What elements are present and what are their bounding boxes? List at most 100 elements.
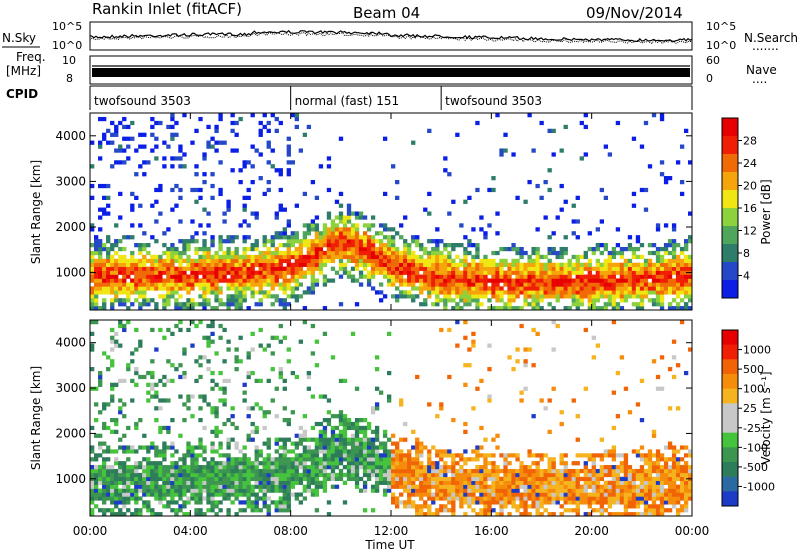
- heatmap-cell: [178, 156, 183, 161]
- heatmap-cell: [278, 488, 283, 493]
- heatmap-cell: [603, 258, 609, 264]
- heatmap-cell: [659, 355, 665, 360]
- heatmap-cell: [106, 480, 111, 485]
- heatmap-cell: [487, 461, 492, 466]
- heatmap-cell: [182, 504, 187, 509]
- heatmap-cell: [342, 449, 348, 454]
- heatmap-cell: [202, 282, 207, 287]
- heatmap-cell: [118, 468, 123, 474]
- heatmap-cell: [447, 270, 452, 275]
- heatmap-cell: [310, 351, 316, 356]
- heatmap-cell: [194, 270, 199, 275]
- heatmap-cell: [182, 164, 187, 169]
- heatmap-cell: [266, 472, 271, 478]
- heatmap-cell: [503, 290, 508, 295]
- heatmap-cell: [451, 262, 456, 267]
- heatmap-cell: [639, 278, 645, 283]
- heatmap-cell: [126, 144, 131, 149]
- heatmap-cell: [314, 492, 320, 497]
- heatmap-cell: [687, 453, 693, 458]
- heatmap-cell: [234, 294, 239, 299]
- heatmap-cell: [479, 512, 484, 517]
- heatmap-cell: [679, 457, 685, 462]
- heatmap-cell: [415, 239, 420, 244]
- heatmap-cell: [274, 231, 279, 236]
- heatmap-cell: [563, 492, 568, 497]
- heatmap-cell: [407, 457, 412, 462]
- heatmap-cell: [399, 461, 404, 466]
- heatmap-cell: [395, 465, 400, 470]
- heatmap-cell: [667, 488, 673, 493]
- heatmap-cell: [174, 183, 179, 189]
- heatmap-cell: [350, 266, 356, 271]
- heatmap-cell: [366, 449, 372, 454]
- heatmap-cell: [386, 437, 392, 442]
- heatmap-cell: [98, 140, 103, 145]
- heatmap-cell: [443, 302, 448, 307]
- heatmap-cell: [591, 508, 596, 513]
- heatmap-cell: [218, 246, 223, 252]
- heatmap-cell: [186, 406, 191, 411]
- heatmap-cell: [154, 445, 159, 450]
- heatmap-cell: [162, 480, 167, 485]
- heatmap-cell: [206, 335, 211, 340]
- heatmap-cell: [515, 484, 520, 489]
- heatmap-cell: [222, 258, 227, 264]
- heatmap-cell: [106, 203, 111, 208]
- heatmap-cell: [567, 270, 572, 275]
- heatmap-cell: [435, 468, 440, 474]
- heatmap-cell: [631, 480, 637, 485]
- heatmap-cell: [170, 290, 175, 295]
- heatmap-cell: [551, 250, 556, 256]
- heatmap-cell: [90, 488, 95, 493]
- heatmap-cell: [210, 144, 215, 149]
- heatmap-cell: [671, 461, 677, 466]
- heatmap-cell: [178, 472, 183, 478]
- heatmap-cell: [651, 504, 657, 509]
- heatmap-cell: [655, 250, 661, 256]
- heatmap-cell: [567, 274, 572, 279]
- heatmap-cell: [326, 500, 332, 505]
- heatmap-cell: [342, 418, 348, 423]
- heatmap-cell: [659, 457, 665, 462]
- heatmap-cell: [198, 195, 203, 200]
- heatmap-cell: [314, 441, 320, 446]
- heatmap-cell: [186, 512, 191, 517]
- heatmap-cell: [218, 468, 223, 474]
- colorbar-tick-label: -100: [743, 441, 768, 454]
- heatmap-cell: [278, 235, 283, 240]
- heatmap-cell: [142, 160, 147, 165]
- heatmap-cell: [535, 227, 540, 232]
- heatmap-cell: [499, 270, 504, 275]
- heatmap-cell: [310, 290, 316, 295]
- heatmap-cell: [515, 496, 520, 501]
- heatmap-cell: [342, 227, 348, 232]
- heatmap-cell: [395, 286, 400, 291]
- heatmap-cell: [607, 250, 613, 256]
- heatmap-cell: [370, 254, 376, 260]
- heatmap-cell: [403, 488, 408, 493]
- heatmap-cell: [278, 437, 283, 442]
- heatmap-cell: [154, 488, 159, 493]
- heatmap-cell: [350, 441, 356, 446]
- heatmap-cell: [527, 476, 532, 482]
- heatmap-cell: [403, 504, 408, 509]
- heatmap-cell: [483, 235, 488, 240]
- heatmap-cell: [575, 437, 580, 442]
- heatmap-cell: [234, 465, 239, 470]
- heatmap-cell: [298, 239, 303, 244]
- heatmap-cell: [262, 410, 267, 415]
- heatmap-cell: [619, 461, 625, 466]
- heatmap-cell: [671, 480, 677, 485]
- heatmap-cell: [551, 484, 556, 489]
- heatmap-cell: [262, 250, 267, 256]
- heatmap-cell: [463, 298, 468, 303]
- heatmap-cell: [162, 374, 167, 380]
- heatmap-cell: [222, 359, 227, 364]
- heatmap-cell: [451, 243, 456, 248]
- heatmap-cell: [294, 298, 299, 303]
- heatmap-cell: [158, 270, 163, 275]
- heatmap-cell: [178, 195, 183, 200]
- heatmap-cell: [427, 239, 432, 244]
- heatmap-cell: [403, 262, 408, 267]
